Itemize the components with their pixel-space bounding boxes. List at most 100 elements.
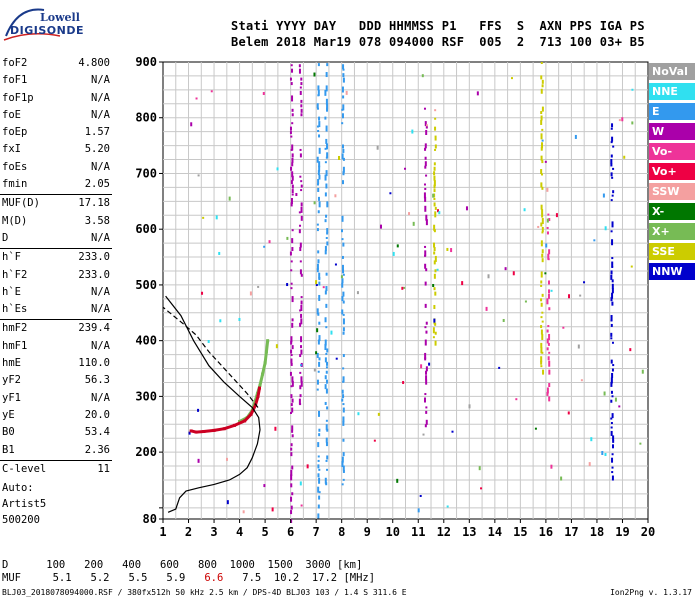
noise-dot [461,281,464,286]
auto-artist: Artist5 [2,498,47,510]
x-tick-label: 3 [210,525,217,539]
noise-dot [242,510,245,514]
footer-distance-row: D 100 200 400 600 800 1000 1500 3000 [km… [2,559,363,571]
echo-dot [548,369,551,375]
param-label: hmF1 [2,339,28,352]
echo-dot [324,339,327,346]
echo-dot [318,477,321,484]
echo-dot [548,218,551,222]
echo-dot [326,241,329,246]
noise-dot [421,74,424,78]
noise-dot [389,192,392,195]
legend-item: X+ [649,223,695,240]
noise-dot [334,263,337,266]
param-label: fxI [2,143,21,156]
noise-dot [436,268,439,271]
echo-dot [547,280,550,285]
echo-dot [316,107,319,110]
x-tick-label: 8 [338,525,345,539]
param-row: h`Es N/A [0,301,112,318]
noise-dot [478,466,481,471]
echo-dot [547,213,550,216]
noise-dot [468,404,471,409]
param-divider [0,319,112,321]
noise-dot [238,317,241,321]
echo-dot [342,407,345,413]
echo-dot [434,148,437,151]
echo-dot [291,175,294,181]
noise-dot [286,236,289,240]
echo-dot [341,238,344,241]
echo-dot [325,272,328,276]
echo-dot [300,77,303,81]
echo-dot [342,273,345,276]
echo-dot [300,273,303,277]
noise-dot [588,462,591,467]
echo-dot [317,259,320,264]
param-row: foF1 N/A [0,72,112,89]
echo-dot [318,281,321,286]
noise-dot [432,193,435,198]
echo-dot [299,175,302,178]
auto-label: Auto: [2,482,34,494]
echo-dot [611,395,614,398]
echo-dot [342,452,345,457]
noise-dot [219,319,222,323]
echo-dot [317,187,320,192]
echo-dot [342,77,345,83]
param-row: M(D) 3.58 [0,213,112,230]
param-row: foEp 1.57 [0,124,112,141]
x-tick-label: 1 [159,525,166,539]
muf-spacer [72,572,91,584]
noise-dot [197,408,200,412]
echo-dot [291,193,294,196]
noise-dot [546,187,549,192]
echo-dot [433,171,436,176]
param-value: 4.800 [78,57,110,69]
echo-dot [424,165,427,169]
echo-dot [434,206,437,210]
param-value: 110.0 [78,357,110,370]
echo-dot [547,293,550,299]
noise-dot [276,167,279,171]
echo-dot [290,358,293,364]
noise-dot [188,431,191,435]
echo-dot [424,303,427,308]
echo-dot [317,459,320,462]
noise-dot [262,92,265,96]
echo-dot [300,336,303,343]
echo-dot [341,122,344,125]
muf-spacer [109,572,128,584]
echo-dot [300,296,303,299]
echo-dot [325,326,328,329]
echo-dot [290,340,293,345]
x-tick-label: 2 [185,525,192,539]
param-value: 1.57 [84,126,110,139]
echo-dot [326,107,329,112]
muf-value: 17.2 [311,572,338,584]
muf-unit: [MHz] [343,572,376,584]
noise-dot [580,379,583,382]
logo-swoosh-icon [3,8,61,41]
echo-dot [290,282,293,285]
echo-dot [425,379,428,385]
echo-dot [316,223,319,226]
echo-dot [300,300,303,305]
echo-dot [425,129,428,135]
echo-dot [341,180,344,185]
noise-dot [215,215,218,220]
echo-dot [326,152,329,159]
echo-dot [299,224,302,227]
echo-dot [300,215,303,221]
echo-dot [540,133,543,140]
param-label: yE [2,408,15,421]
noise-dot [257,285,260,288]
noise-dot [450,248,453,253]
echo-dot [325,138,328,144]
noise-dot [404,167,407,170]
param-label: hmE [2,357,21,370]
echo-dot [299,371,302,374]
echo-dot [546,338,549,344]
param-label: C-level [2,462,47,475]
echo-dot [341,483,344,486]
